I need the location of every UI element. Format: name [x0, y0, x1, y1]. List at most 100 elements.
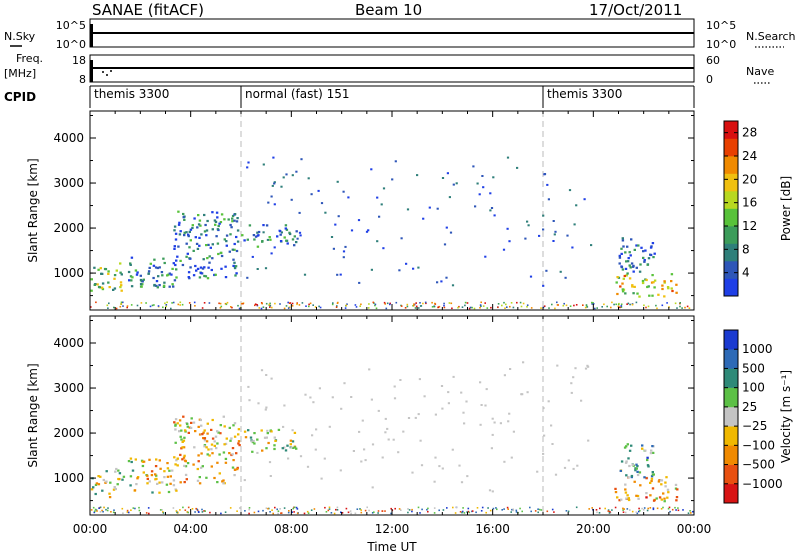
- echo-cell: [645, 496, 648, 499]
- echo-cell: [285, 305, 288, 307]
- echo-cell: [274, 506, 276, 509]
- echo-cell: [168, 469, 171, 472]
- echo-cell: [650, 475, 654, 478]
- echo-cell: [174, 488, 177, 491]
- echo-cell: [148, 458, 151, 461]
- echo-cell: [134, 507, 136, 510]
- echo-cell: [120, 273, 123, 276]
- echo-cell: [426, 508, 428, 511]
- echo-cell: [651, 274, 654, 277]
- echo-cell: [253, 238, 256, 241]
- echo-cell: [652, 499, 656, 502]
- echo-cell: [366, 506, 368, 509]
- echo-cell: [231, 466, 235, 469]
- echo-cell: [231, 453, 234, 456]
- echo-cell: [287, 307, 290, 309]
- echo-cell: [161, 481, 164, 484]
- echo-cell: [235, 272, 238, 275]
- echo-cell: [413, 303, 415, 305]
- y-axis-label: Slant Range [km]: [26, 158, 40, 262]
- echo-cell: [627, 457, 630, 460]
- echo-cell: [653, 279, 657, 282]
- echo-cell: [119, 262, 122, 265]
- echo-cell: [653, 286, 656, 289]
- echo-cell: [119, 271, 122, 274]
- echo-cell: [627, 257, 630, 260]
- echo-cell: [303, 273, 307, 276]
- echo-cell: [515, 509, 518, 512]
- echo-cell: [330, 236, 334, 238]
- echo-cell: [614, 491, 618, 494]
- echo-cell: [131, 469, 135, 472]
- echo-cell: [216, 430, 219, 433]
- echo-cell: [384, 431, 387, 434]
- echo-cell: [134, 458, 137, 461]
- echo-cell: [402, 430, 405, 433]
- echo-cell: [108, 492, 111, 495]
- echo-cell: [249, 436, 253, 439]
- echo-cell: [385, 307, 388, 310]
- echo-cell: [210, 443, 214, 446]
- echo-cell: [335, 508, 337, 511]
- echo-cell: [183, 231, 186, 234]
- echo-cell: [220, 254, 224, 258]
- echo-cell: [118, 472, 122, 475]
- echo-cell: [336, 509, 339, 511]
- echo-cell: [220, 213, 224, 216]
- echo-cell: [224, 265, 227, 268]
- echo-cell: [228, 452, 231, 455]
- echo-cell: [440, 385, 444, 387]
- echo-cell: [679, 302, 681, 304]
- echo-cell: [440, 280, 443, 283]
- echo-cell: [262, 231, 265, 234]
- echo-cell: [220, 251, 223, 254]
- echo-cell: [284, 449, 288, 452]
- echo-cell: [184, 473, 188, 476]
- echo-cell: [643, 259, 646, 262]
- echo-cell: [142, 460, 146, 463]
- echo-cell: [232, 424, 235, 427]
- echo-cell: [650, 449, 653, 452]
- echo-cell: [486, 307, 489, 309]
- echo-cell: [234, 468, 237, 471]
- echo-cell: [443, 306, 446, 309]
- echo-cell: [499, 422, 502, 425]
- echo-cell: [247, 161, 250, 164]
- echo-cell: [229, 233, 232, 236]
- echo-cell: [594, 307, 596, 310]
- echo-cell: [360, 511, 363, 514]
- echo-cell: [280, 231, 283, 234]
- echo-cell: [233, 474, 236, 477]
- echo-cell: [174, 441, 177, 444]
- echo-cell: [186, 252, 189, 255]
- echo-cell: [236, 240, 240, 243]
- echo-cell: [108, 302, 110, 305]
- echo-cell: [652, 508, 655, 511]
- colorbar-swatch: [724, 464, 738, 485]
- echo-cell: [265, 302, 268, 305]
- echo-cell: [119, 305, 122, 308]
- echo-cell: [181, 440, 184, 443]
- echo-cell: [660, 508, 663, 510]
- echo-cell: [103, 506, 105, 509]
- echo-cell: [180, 429, 183, 432]
- x-axis-label: Time UT: [366, 540, 417, 554]
- echo-cell: [380, 203, 383, 206]
- echo-cell: [199, 418, 202, 422]
- echo-cell: [146, 474, 149, 477]
- echo-cell: [377, 409, 380, 412]
- echo-cell: [197, 454, 200, 457]
- cpid-strip: CPID themis 3300 normal (fast) 151 themis …: [4, 85, 695, 108]
- echo-cell: [626, 272, 629, 275]
- echo-cell: [273, 182, 276, 185]
- echo-cell: [237, 440, 241, 443]
- echo-cell: [260, 429, 263, 432]
- echo-cell: [642, 250, 645, 253]
- echo-cell: [174, 423, 177, 426]
- echo-cell: [417, 413, 420, 416]
- echo-cell: [126, 511, 129, 513]
- echo-cell: [492, 507, 495, 510]
- echo-cell: [373, 511, 375, 513]
- echo-cell: [674, 302, 677, 305]
- echo-cell: [101, 286, 104, 289]
